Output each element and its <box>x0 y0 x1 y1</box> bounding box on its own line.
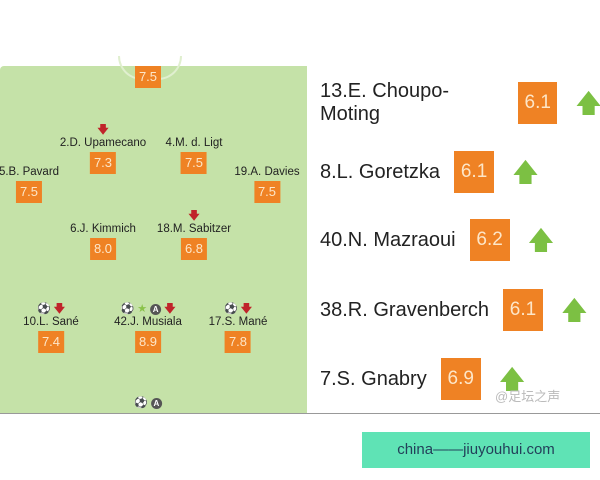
sub-in-arrow-icon: 🡅 <box>575 88 600 118</box>
watermark: @足坛之声 <box>495 389 561 404</box>
site-banner[interactable]: china——jiuyouhui.com <box>362 432 590 468</box>
rating-badge: 6.1 <box>454 151 495 193</box>
sub-out-arrow-icon: 🡇 <box>97 124 109 136</box>
goal-ball-icon: ⚽ <box>134 397 148 409</box>
rating-badge: 7.8 <box>224 331 251 353</box>
sub-out-arrow-icon: 🡇 <box>188 210 200 222</box>
rating-badge: 7.5 <box>253 181 280 203</box>
rating-badge: 6.9 <box>440 358 481 400</box>
player-name: 5.B. Pavard <box>0 166 60 178</box>
star-icon: ★ <box>137 303 148 315</box>
player-sane[interactable]: ⚽ 🡇 10.L. Sané 7.4 <box>23 302 79 353</box>
rating-badge: 7.5 <box>16 181 42 203</box>
sub-row[interactable]: 7.S. Gnabry 6.9 🡅 <box>320 357 525 401</box>
sub-row[interactable]: 38.R. Gravenberch 6.1 🡅 <box>320 288 588 332</box>
assist-icon: A <box>150 304 162 315</box>
player-name: 18.M. Sabitzer <box>156 223 232 235</box>
sub-in-arrow-icon: 🡅 <box>527 225 555 255</box>
event-icons: ⚽ ★ A 🡇 <box>114 302 182 316</box>
player-name: 8.L. Goretzka <box>320 160 441 183</box>
assist-icon: A <box>150 398 162 409</box>
player-name: 19.A. Davies <box>234 166 300 178</box>
player-name: 2.D. Upamecano <box>59 137 147 149</box>
player-name: 13.E. Choupo-Moting <box>320 80 449 125</box>
player-sabitzer[interactable]: 🡇 18.M. Sabitzer 6.8 <box>157 209 231 260</box>
goalkeeper[interactable]: 7.5 <box>135 63 161 88</box>
event-icons: ⚽ 🡇 <box>209 302 268 316</box>
player-musiala[interactable]: ⚽ ★ A 🡇 42.J. Musiala 8.9 <box>114 302 182 353</box>
divider <box>0 413 600 414</box>
sub-in-arrow-icon: 🡅 <box>560 295 588 325</box>
sub-row[interactable]: 13.E. Choupo-Moting 6.1 🡅 <box>320 80 600 125</box>
rating-badge: 6.8 <box>181 238 207 260</box>
goal-ball-icon: ⚽ <box>120 303 135 315</box>
goal-ball-icon: ⚽ <box>36 303 51 315</box>
player-name: 10.L. Sané <box>23 316 79 328</box>
substitutes-list: 13.E. Choupo-Moting 6.1 🡅 8.L. Goretzka 6.1… <box>305 66 600 413</box>
rating-badge: 6.1 <box>518 82 558 124</box>
goal-ball-icon: ⚽ <box>223 303 238 315</box>
rating-badge: 8.0 <box>89 238 116 260</box>
player-pavard[interactable]: 5.B. Pavard 7.5 <box>0 166 59 203</box>
player-upamecano[interactable]: 🡇 2.D. Upamecano 7.3 <box>60 123 146 174</box>
player-name: 7.S. Gnabry <box>320 367 427 390</box>
player-name: 42.J. Musiala <box>114 316 182 328</box>
player-mane[interactable]: ⚽ 🡇 17.S. Mané 7.8 <box>208 302 268 353</box>
pitch: 7.5 🡇 2.D. Upamecano 7.3 4.M. d. Ligt 7.5 5… <box>0 56 305 413</box>
sub-out-arrow-icon: 🡇 <box>164 303 176 315</box>
player-name: 4.M. d. Ligt <box>165 137 223 149</box>
player-name: 40.N. Mazraoui <box>320 228 456 251</box>
rating-badge: 7.4 <box>37 331 64 353</box>
rating-badge: 6.2 <box>469 219 510 261</box>
player-name: 38.R. Gravenberch <box>320 298 489 321</box>
event-icons: ⚽ 🡇 <box>23 302 79 316</box>
striker-icons: ⚽ A <box>134 396 162 410</box>
rating-badge: 8.9 <box>134 331 161 353</box>
sub-row[interactable]: 40.N. Mazraoui 6.2 🡅 <box>320 218 554 262</box>
rating-badge: 7.5 <box>180 152 207 174</box>
sub-out-arrow-icon: 🡇 <box>53 303 66 315</box>
player-name: 6.J. Kimmich <box>70 223 136 235</box>
player-kimmich[interactable]: 6.J. Kimmich 8.0 <box>70 223 136 260</box>
sub-out-arrow-icon: 🡇 <box>240 303 253 315</box>
player-name: 17.S. Mané <box>208 316 268 328</box>
rating-badge: 6.1 <box>502 289 543 331</box>
player-de-ligt[interactable]: 4.M. d. Ligt 7.5 <box>165 137 223 174</box>
sub-in-arrow-icon: 🡅 <box>498 364 526 394</box>
player-davies[interactable]: 19.A. Davies 7.5 <box>234 166 300 203</box>
sub-row[interactable]: 8.L. Goretzka 6.1 🡅 <box>320 150 539 194</box>
rating-badge: 7.5 <box>135 66 161 88</box>
rating-badge: 7.3 <box>89 152 116 174</box>
sub-in-arrow-icon: 🡅 <box>512 157 539 187</box>
